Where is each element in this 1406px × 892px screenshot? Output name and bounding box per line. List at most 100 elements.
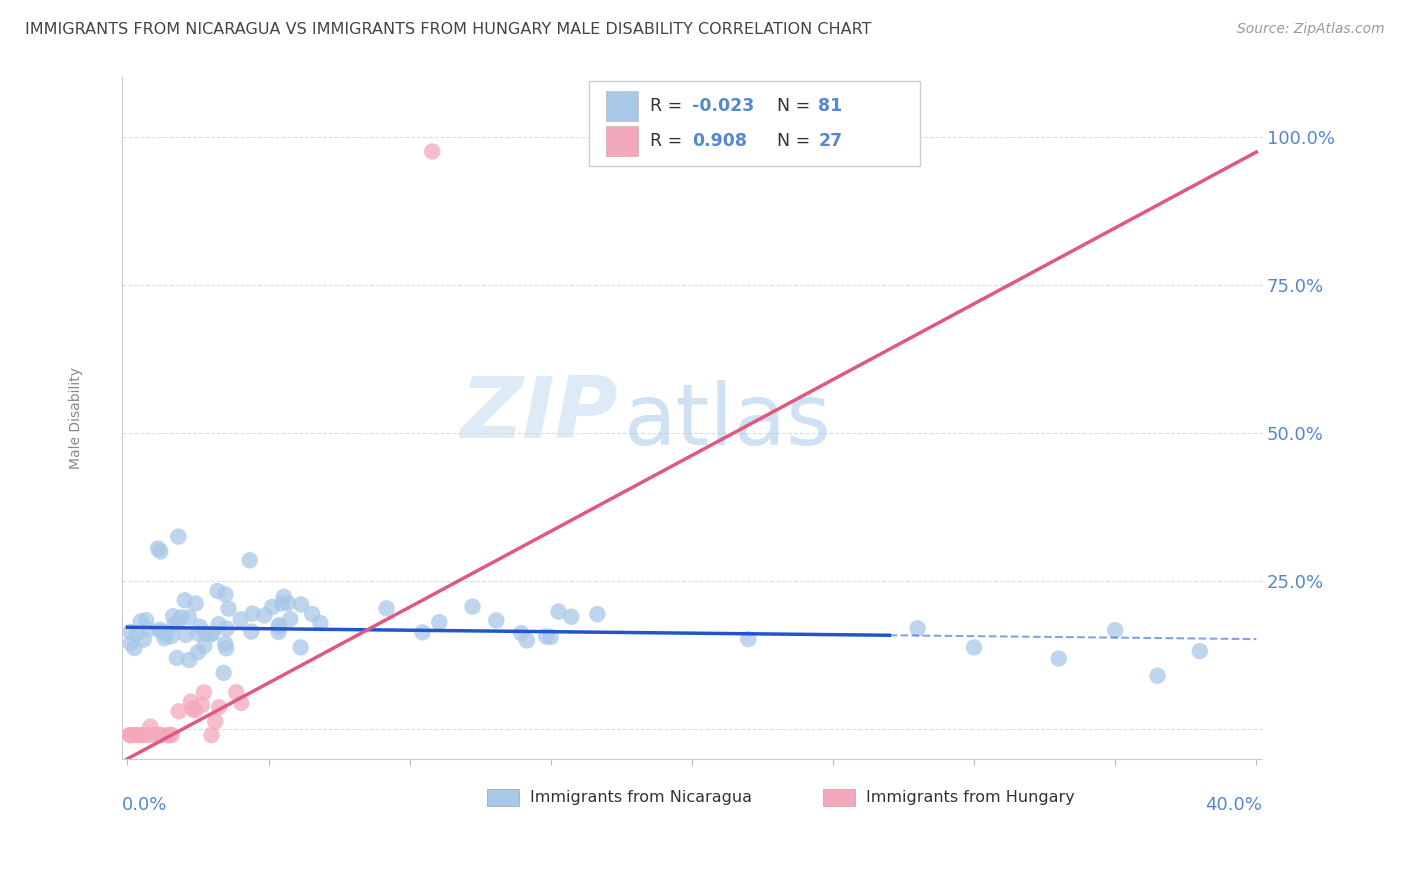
Point bbox=[181, 702, 204, 716]
Point bbox=[278, 612, 301, 626]
Point bbox=[127, 728, 149, 742]
Point bbox=[149, 544, 172, 558]
Point bbox=[166, 615, 188, 630]
Text: R =: R = bbox=[650, 97, 688, 115]
Text: Male Disability: Male Disability bbox=[69, 368, 83, 469]
Text: 0.908: 0.908 bbox=[692, 132, 747, 150]
Point bbox=[163, 617, 186, 632]
Point bbox=[184, 703, 207, 717]
Point bbox=[201, 627, 224, 641]
Point bbox=[184, 597, 207, 611]
Point bbox=[155, 627, 177, 641]
Point bbox=[120, 636, 142, 650]
Point bbox=[270, 597, 292, 611]
Point bbox=[427, 615, 450, 630]
Point bbox=[200, 728, 222, 742]
Bar bbox=[606, 126, 638, 156]
Point bbox=[160, 728, 183, 742]
Point bbox=[138, 623, 160, 637]
Point bbox=[120, 728, 142, 742]
Point bbox=[180, 695, 202, 709]
Text: 27: 27 bbox=[818, 132, 842, 150]
Point bbox=[160, 629, 183, 643]
Point bbox=[149, 728, 172, 742]
Point bbox=[146, 541, 169, 556]
Point bbox=[277, 596, 299, 610]
Point bbox=[963, 640, 986, 655]
Point bbox=[540, 630, 562, 644]
Point bbox=[125, 728, 148, 742]
Bar bbox=[823, 789, 855, 806]
Point bbox=[120, 728, 142, 742]
Point bbox=[218, 601, 240, 615]
Point bbox=[191, 698, 214, 712]
Point bbox=[267, 624, 290, 639]
Text: R =: R = bbox=[650, 132, 688, 150]
Point bbox=[135, 613, 157, 627]
Point bbox=[170, 610, 193, 624]
FancyBboxPatch shape bbox=[589, 81, 920, 166]
Point bbox=[301, 607, 323, 621]
Point bbox=[167, 704, 190, 718]
Text: Source: ZipAtlas.com: Source: ZipAtlas.com bbox=[1237, 22, 1385, 37]
Point bbox=[120, 624, 142, 639]
Point bbox=[204, 714, 226, 729]
Point bbox=[215, 641, 238, 656]
Point bbox=[166, 651, 188, 665]
Point bbox=[586, 607, 609, 622]
Point bbox=[167, 530, 190, 544]
Point bbox=[242, 607, 264, 621]
Point bbox=[239, 553, 262, 567]
Point bbox=[269, 618, 291, 632]
Text: Immigrants from Nicaragua: Immigrants from Nicaragua bbox=[530, 790, 752, 805]
Point bbox=[132, 632, 155, 647]
Point bbox=[231, 696, 253, 710]
Point bbox=[262, 599, 284, 614]
Point bbox=[173, 593, 195, 607]
Point bbox=[135, 728, 157, 742]
Point bbox=[534, 630, 557, 644]
Point bbox=[560, 609, 582, 624]
Point bbox=[420, 145, 443, 159]
Point bbox=[194, 626, 217, 640]
Text: 40.0%: 40.0% bbox=[1205, 797, 1263, 814]
Text: N =: N = bbox=[778, 132, 815, 150]
Point bbox=[207, 583, 229, 598]
Point bbox=[1146, 669, 1168, 683]
Point bbox=[267, 620, 290, 634]
Point bbox=[125, 626, 148, 640]
Point bbox=[214, 587, 236, 601]
Point bbox=[547, 605, 569, 619]
Point bbox=[177, 610, 200, 624]
Point bbox=[290, 598, 312, 612]
Point bbox=[215, 622, 238, 636]
Point bbox=[1104, 623, 1126, 637]
Point bbox=[187, 645, 209, 659]
Point bbox=[201, 626, 224, 640]
Point bbox=[1047, 651, 1070, 665]
Point bbox=[174, 628, 197, 642]
Point bbox=[273, 590, 295, 604]
Point bbox=[240, 624, 263, 639]
Point bbox=[212, 665, 235, 680]
Point bbox=[129, 728, 152, 742]
Point bbox=[214, 637, 236, 651]
Text: -0.023: -0.023 bbox=[692, 97, 754, 115]
Point bbox=[737, 632, 759, 647]
Point bbox=[188, 620, 211, 634]
Text: 0.0%: 0.0% bbox=[122, 797, 167, 814]
Point bbox=[225, 685, 247, 699]
Point bbox=[153, 632, 176, 646]
Text: atlas: atlas bbox=[623, 380, 831, 463]
Bar bbox=[606, 91, 638, 121]
Point bbox=[150, 624, 173, 639]
Point bbox=[139, 720, 162, 734]
Point bbox=[208, 700, 231, 714]
Point bbox=[290, 640, 312, 655]
Point bbox=[143, 728, 166, 742]
Point bbox=[132, 728, 155, 742]
Text: IMMIGRANTS FROM NICARAGUA VS IMMIGRANTS FROM HUNGARY MALE DISABILITY CORRELATION: IMMIGRANTS FROM NICARAGUA VS IMMIGRANTS … bbox=[25, 22, 872, 37]
Point bbox=[208, 617, 231, 632]
Point bbox=[149, 623, 172, 637]
Text: 81: 81 bbox=[818, 97, 842, 115]
